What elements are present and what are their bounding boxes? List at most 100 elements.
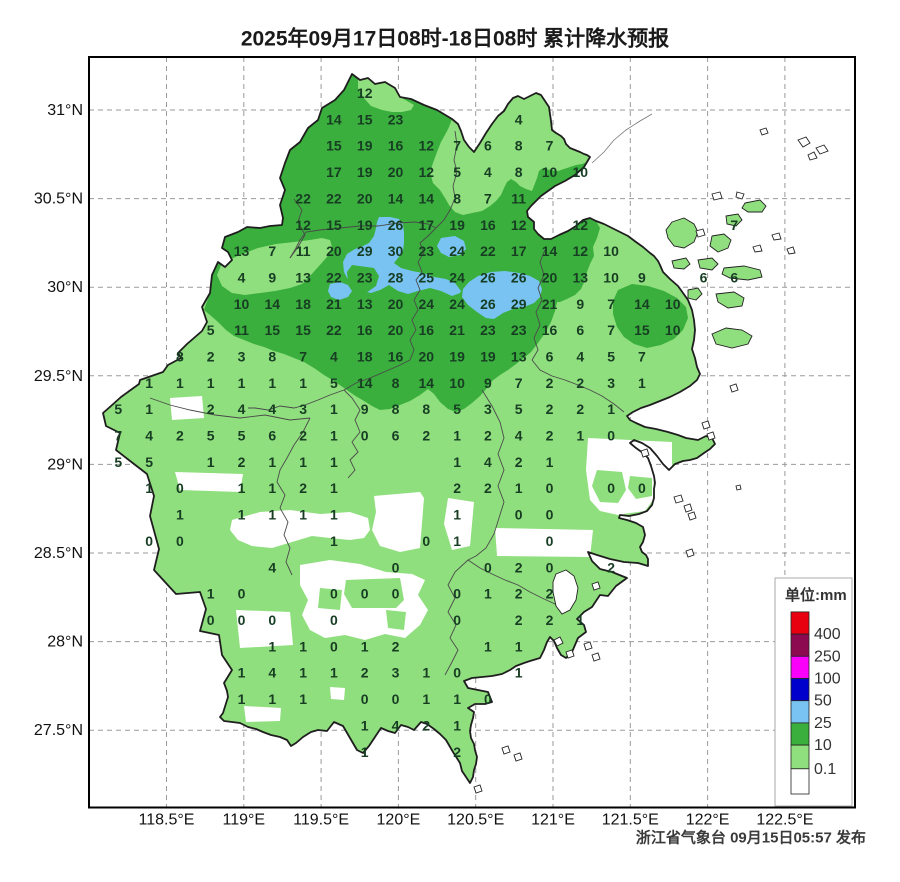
svg-text:18: 18 bbox=[357, 349, 373, 365]
svg-text:100: 100 bbox=[814, 671, 841, 688]
svg-text:5: 5 bbox=[114, 401, 122, 417]
svg-text:0: 0 bbox=[361, 586, 369, 602]
svg-text:1: 1 bbox=[422, 691, 430, 707]
svg-text:0: 0 bbox=[361, 691, 369, 707]
svg-text:20: 20 bbox=[388, 322, 404, 338]
svg-text:5: 5 bbox=[607, 349, 615, 365]
svg-text:19: 19 bbox=[449, 217, 465, 233]
svg-text:1: 1 bbox=[330, 507, 338, 523]
svg-text:1: 1 bbox=[268, 691, 276, 707]
svg-text:0: 0 bbox=[546, 507, 554, 523]
svg-text:0: 0 bbox=[638, 480, 646, 496]
svg-text:13: 13 bbox=[357, 296, 373, 312]
svg-text:0: 0 bbox=[330, 612, 338, 628]
svg-text:1: 1 bbox=[238, 691, 246, 707]
svg-text:7: 7 bbox=[515, 375, 523, 391]
svg-text:2: 2 bbox=[546, 586, 554, 602]
svg-text:20: 20 bbox=[388, 296, 404, 312]
svg-text:1: 1 bbox=[484, 586, 492, 602]
svg-text:2: 2 bbox=[546, 401, 554, 417]
svg-text:2: 2 bbox=[207, 349, 215, 365]
svg-text:11: 11 bbox=[511, 190, 526, 206]
svg-text:2: 2 bbox=[484, 480, 492, 496]
svg-text:5: 5 bbox=[515, 401, 523, 417]
svg-text:1: 1 bbox=[484, 638, 492, 654]
svg-text:15: 15 bbox=[295, 322, 311, 338]
svg-text:14: 14 bbox=[326, 111, 342, 127]
svg-text:12: 12 bbox=[573, 243, 589, 259]
svg-text:6: 6 bbox=[268, 428, 276, 444]
svg-text:6: 6 bbox=[700, 270, 708, 286]
svg-text:0: 0 bbox=[145, 533, 153, 549]
svg-text:2: 2 bbox=[576, 375, 584, 391]
svg-text:2: 2 bbox=[238, 454, 246, 470]
svg-text:12: 12 bbox=[357, 85, 373, 101]
svg-text:1: 1 bbox=[207, 454, 215, 470]
svg-text:10: 10 bbox=[603, 243, 619, 259]
svg-text:17: 17 bbox=[419, 217, 435, 233]
svg-text:1: 1 bbox=[453, 428, 461, 444]
svg-text:10: 10 bbox=[573, 164, 589, 180]
svg-text:21: 21 bbox=[326, 296, 342, 312]
svg-text:1: 1 bbox=[453, 507, 461, 523]
svg-text:6: 6 bbox=[546, 349, 554, 365]
svg-text:24: 24 bbox=[419, 296, 435, 312]
svg-text:1: 1 bbox=[422, 665, 430, 681]
svg-text:8: 8 bbox=[453, 190, 461, 206]
svg-text:10: 10 bbox=[665, 296, 681, 312]
svg-text:1: 1 bbox=[453, 717, 461, 733]
svg-text:23: 23 bbox=[511, 322, 527, 338]
svg-text:15: 15 bbox=[634, 322, 650, 338]
svg-text:7: 7 bbox=[607, 322, 615, 338]
svg-text:6: 6 bbox=[392, 428, 400, 444]
svg-text:19: 19 bbox=[449, 349, 465, 365]
svg-text:4: 4 bbox=[145, 428, 153, 444]
svg-text:1: 1 bbox=[299, 638, 307, 654]
svg-text:24: 24 bbox=[449, 296, 465, 312]
svg-text:400: 400 bbox=[814, 626, 841, 643]
svg-text:14: 14 bbox=[634, 296, 650, 312]
svg-text:22: 22 bbox=[326, 270, 342, 286]
svg-text:4: 4 bbox=[484, 454, 492, 470]
svg-text:15: 15 bbox=[265, 322, 281, 338]
svg-text:1: 1 bbox=[145, 375, 153, 391]
svg-text:24: 24 bbox=[449, 270, 465, 286]
svg-text:0: 0 bbox=[484, 691, 492, 707]
svg-text:20: 20 bbox=[326, 243, 342, 259]
svg-text:2: 2 bbox=[422, 717, 430, 733]
svg-text:0: 0 bbox=[330, 638, 338, 654]
svg-text:8: 8 bbox=[176, 349, 184, 365]
svg-text:121°E: 121°E bbox=[531, 812, 575, 829]
svg-text:2: 2 bbox=[515, 586, 523, 602]
svg-text:2: 2 bbox=[453, 480, 461, 496]
svg-text:0: 0 bbox=[176, 533, 184, 549]
svg-text:8: 8 bbox=[392, 401, 400, 417]
svg-text:9: 9 bbox=[268, 270, 276, 286]
svg-text:2: 2 bbox=[515, 454, 523, 470]
svg-text:14: 14 bbox=[419, 375, 435, 391]
svg-text:4: 4 bbox=[238, 401, 246, 417]
svg-text:2: 2 bbox=[392, 638, 400, 654]
svg-text:30: 30 bbox=[388, 243, 404, 259]
svg-text:1: 1 bbox=[361, 744, 369, 760]
svg-text:7: 7 bbox=[268, 243, 276, 259]
svg-text:10: 10 bbox=[234, 296, 250, 312]
svg-text:250: 250 bbox=[814, 648, 841, 665]
svg-text:1: 1 bbox=[299, 691, 307, 707]
svg-text:1: 1 bbox=[515, 665, 523, 681]
svg-text:12: 12 bbox=[295, 217, 311, 233]
svg-text:1: 1 bbox=[299, 375, 307, 391]
svg-text:15: 15 bbox=[357, 111, 373, 127]
svg-text:0: 0 bbox=[330, 586, 338, 602]
svg-text:0: 0 bbox=[453, 586, 461, 602]
svg-text:16: 16 bbox=[542, 322, 558, 338]
svg-text:10: 10 bbox=[449, 375, 465, 391]
svg-text:119°E: 119°E bbox=[223, 812, 266, 829]
svg-text:2: 2 bbox=[361, 665, 369, 681]
svg-text:4: 4 bbox=[392, 717, 400, 733]
svg-text:14: 14 bbox=[265, 296, 281, 312]
svg-text:121.5°E: 121.5°E bbox=[602, 812, 659, 829]
svg-text:0: 0 bbox=[268, 612, 276, 628]
svg-text:1: 1 bbox=[268, 375, 276, 391]
svg-text:5: 5 bbox=[453, 401, 461, 417]
